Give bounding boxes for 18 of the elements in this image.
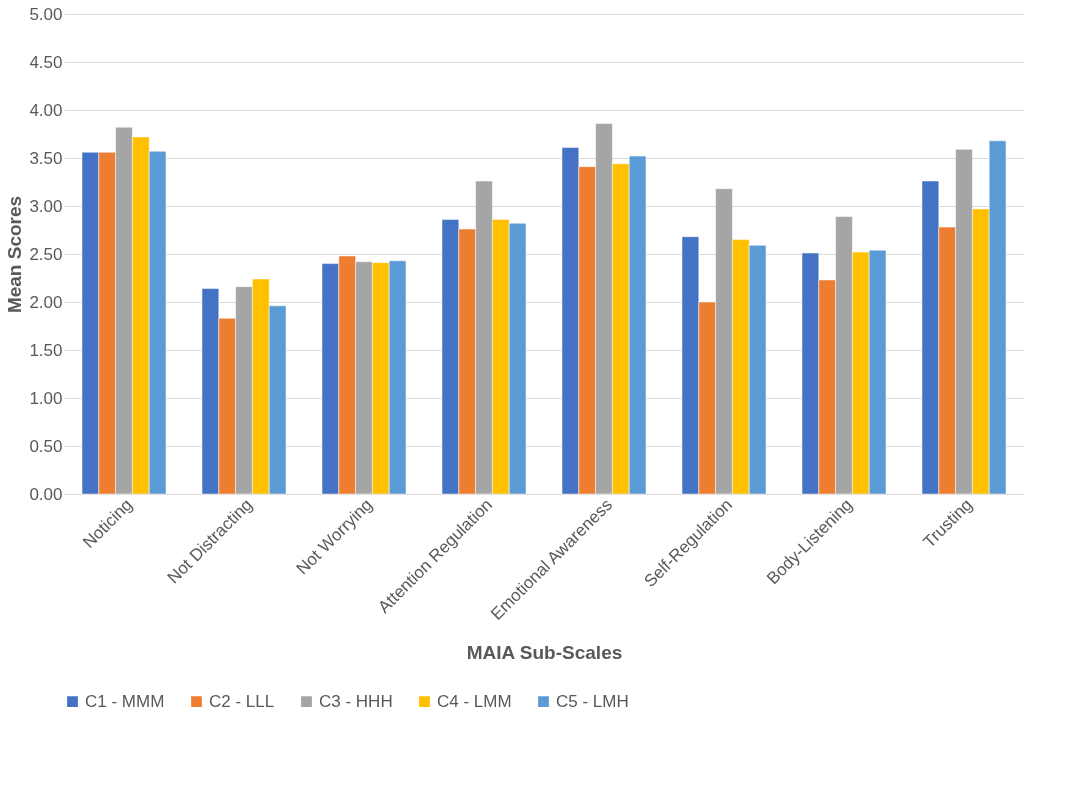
y-tick-label: 0.00 <box>29 484 63 504</box>
y-tick-label: 1.00 <box>29 388 63 408</box>
y-tick-label: 2.00 <box>29 292 63 312</box>
y-tick-label: 2.50 <box>29 244 63 264</box>
y-tick-label: 4.00 <box>29 100 63 120</box>
legend-label: C4 - LMM <box>437 691 512 711</box>
y-tick-label: 4.50 <box>29 52 63 72</box>
y-tick-label: 5.00 <box>29 4 63 24</box>
y-tick-label: 3.50 <box>29 148 63 168</box>
legend-label: C2 - LLL <box>209 691 275 711</box>
legend-label: C3 - HHH <box>319 691 393 711</box>
x-axis-title: MAIA Sub-Scales <box>466 641 623 663</box>
legend-label: C5 - LMH <box>556 691 629 711</box>
y-tick-label: 0.50 <box>29 436 63 456</box>
y-tick-label: 3.00 <box>29 196 63 216</box>
y-tick-label: 1.50 <box>29 340 63 360</box>
y-axis-title: Mean Scores <box>4 195 26 314</box>
legend-label: C1 - MMM <box>85 691 165 711</box>
